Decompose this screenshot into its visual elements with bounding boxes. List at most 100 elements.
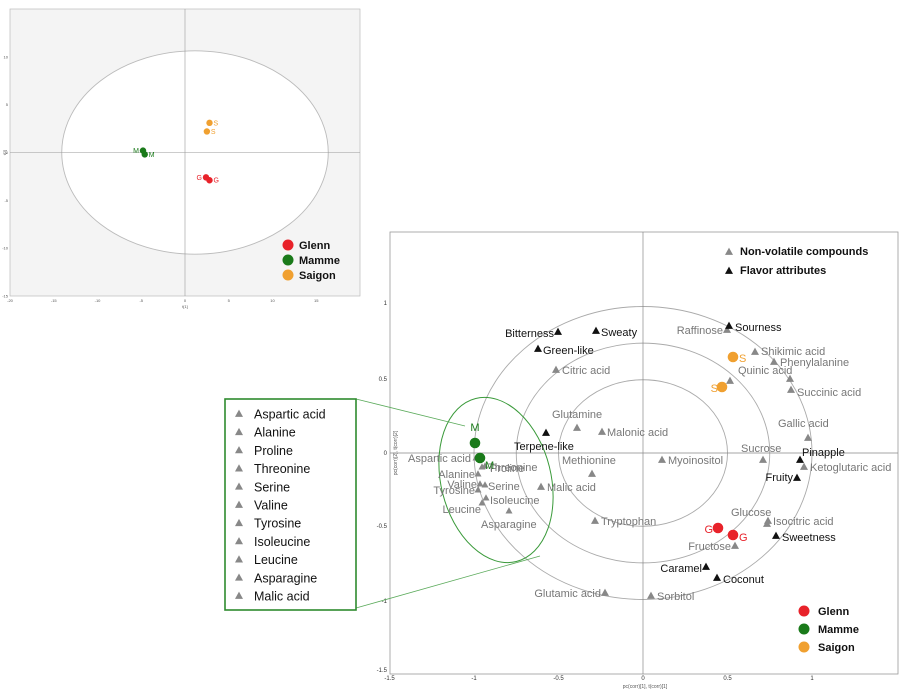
sample-point-glenn bbox=[727, 529, 739, 541]
cluster-marker bbox=[474, 470, 482, 477]
cluster-label: Valine bbox=[447, 479, 477, 491]
box-item-marker bbox=[235, 409, 243, 417]
nonvolatile-marker bbox=[731, 541, 739, 549]
legend-label-mamme: Mamme bbox=[299, 255, 340, 267]
nonvolatile-marker bbox=[751, 347, 759, 355]
nonvolatile-label: Malic acid bbox=[547, 482, 596, 494]
sample-label: M bbox=[470, 422, 479, 434]
score-label: M bbox=[149, 152, 155, 159]
sample-point-saigon bbox=[727, 351, 739, 363]
legend-sample-label-glenn: Glenn bbox=[818, 606, 849, 618]
sample-label: M bbox=[485, 460, 494, 472]
y-tick-label: -15 bbox=[2, 294, 9, 299]
x-tick-label: -1 bbox=[471, 676, 477, 682]
nonvolatile-label: Methionine bbox=[562, 455, 616, 467]
y-tick-label: -0.5 bbox=[377, 524, 388, 530]
score-label: S bbox=[211, 129, 216, 136]
cluster-label: Threonine bbox=[488, 462, 538, 474]
score-label: S bbox=[214, 120, 219, 127]
nonvolatile-label: Succinic acid bbox=[797, 387, 861, 399]
box-item-label: Asparagine bbox=[254, 571, 317, 585]
sample-label: S bbox=[739, 353, 746, 365]
box-item-label: Threonine bbox=[254, 462, 310, 476]
y-tick-label: 0.5 bbox=[379, 377, 388, 383]
nonvolatile-label: Isocitric acid bbox=[773, 516, 834, 528]
x-axis-label: pc(corr)[1], t(corr)[1] bbox=[623, 684, 668, 690]
cluster-label: Asparagine bbox=[481, 519, 537, 531]
box-item-label: Proline bbox=[254, 444, 293, 458]
x-tick-label: -10 bbox=[95, 298, 102, 303]
cluster-label: Alanine bbox=[438, 469, 475, 481]
box-item-label: Alanine bbox=[254, 426, 296, 440]
x-tick-label: 0 bbox=[641, 676, 645, 682]
legend-sample-marker-saigon bbox=[798, 641, 810, 653]
box-item-marker bbox=[235, 500, 243, 508]
score-label: G bbox=[214, 178, 219, 185]
x-tick-label: -0.5 bbox=[553, 676, 564, 682]
y-tick-label: 0 bbox=[384, 451, 388, 457]
box-item-label: Malic acid bbox=[254, 590, 310, 604]
flavor-marker bbox=[542, 428, 550, 436]
sample-point-mamme bbox=[474, 452, 486, 464]
box-item-marker bbox=[235, 446, 243, 454]
nonvolatile-marker bbox=[804, 433, 812, 441]
cluster-marker bbox=[478, 499, 486, 506]
legend-label-saigon: Saigon bbox=[299, 270, 336, 282]
cluster-label: Leucine bbox=[442, 504, 481, 516]
flavor-label: Sweetness bbox=[782, 532, 836, 544]
cluster-box: Aspartic acid Alanine Proline Threonine Seri… bbox=[224, 398, 357, 611]
cluster-label: Isoleucine bbox=[490, 495, 540, 507]
nonvolatile-marker bbox=[588, 469, 596, 477]
y-tick-label: -5 bbox=[4, 198, 8, 203]
nonvolatile-marker bbox=[647, 591, 655, 599]
x-tick-label: -15 bbox=[51, 298, 58, 303]
sample-label: G bbox=[739, 532, 748, 544]
box-item-label: Tyrosine bbox=[254, 517, 301, 531]
sample-label: S bbox=[711, 383, 718, 395]
y-tick-label: -1 bbox=[382, 599, 388, 605]
cluster-marker bbox=[482, 494, 490, 501]
y-tick-label: 5 bbox=[6, 102, 9, 107]
legend-marker-saigon bbox=[282, 269, 294, 281]
nonvolatile-marker bbox=[591, 516, 599, 524]
legend-label: Flavor attributes bbox=[740, 265, 826, 277]
legend-label-glenn: Glenn bbox=[299, 240, 330, 252]
box-item-label: Valine bbox=[254, 499, 288, 513]
x-tick-label: 0.5 bbox=[723, 676, 732, 682]
nonvolatile-label: Myoinositol bbox=[668, 455, 723, 467]
flavor-label: Sourness bbox=[735, 322, 782, 334]
cluster-box-frame bbox=[224, 398, 357, 611]
y-axis-label: pc(corr)[2], t(corr)[2] bbox=[393, 430, 399, 475]
y-tick-label: 10 bbox=[4, 54, 9, 59]
y-tick-label: 0 bbox=[6, 150, 9, 155]
score-label: M bbox=[133, 148, 139, 155]
cluster-connector-bottom bbox=[355, 555, 541, 609]
nonvolatile-marker bbox=[764, 516, 772, 524]
nonvolatile-label: Glutamine bbox=[552, 409, 602, 421]
x-tick-label: -1.5 bbox=[384, 676, 395, 682]
box-item-marker bbox=[235, 482, 243, 490]
box-item-marker bbox=[235, 555, 243, 563]
score-point-glenn bbox=[206, 177, 213, 184]
cluster-label: Aspartic acid bbox=[408, 453, 471, 465]
panel-a: A -20-15-10-50510151050-5-10-15t[1]t[2]M… bbox=[0, 0, 365, 318]
flavor-label: Fruity bbox=[766, 472, 794, 484]
nonvolatile-label: Raffinose bbox=[677, 325, 723, 337]
panel-b: B -1.5-1-0.500.5110.50-0.5-1-1.5pc(corr)… bbox=[355, 231, 899, 690]
x-tick-label: 15 bbox=[314, 298, 319, 303]
nonvolatile-marker bbox=[601, 588, 609, 596]
y-tick-label: -1.5 bbox=[377, 668, 388, 674]
nonvolatile-marker bbox=[800, 462, 808, 470]
nonvolatile-marker bbox=[537, 482, 545, 490]
x-axis-label: t[1] bbox=[182, 304, 188, 309]
nonvolatile-label: Sucrose bbox=[741, 443, 781, 455]
flavor-marker bbox=[725, 321, 733, 329]
nonvolatile-label: Glutamic acid bbox=[534, 588, 601, 600]
cluster-label: Serine bbox=[488, 481, 520, 493]
flavor-marker bbox=[554, 327, 562, 335]
legend-label: Non-volatile compounds bbox=[740, 246, 868, 258]
box-item-label: Leucine bbox=[254, 553, 298, 567]
legend-marker bbox=[725, 247, 733, 255]
y-tick-label: 1 bbox=[384, 301, 388, 307]
nonvolatile-label: Citric acid bbox=[562, 365, 610, 377]
